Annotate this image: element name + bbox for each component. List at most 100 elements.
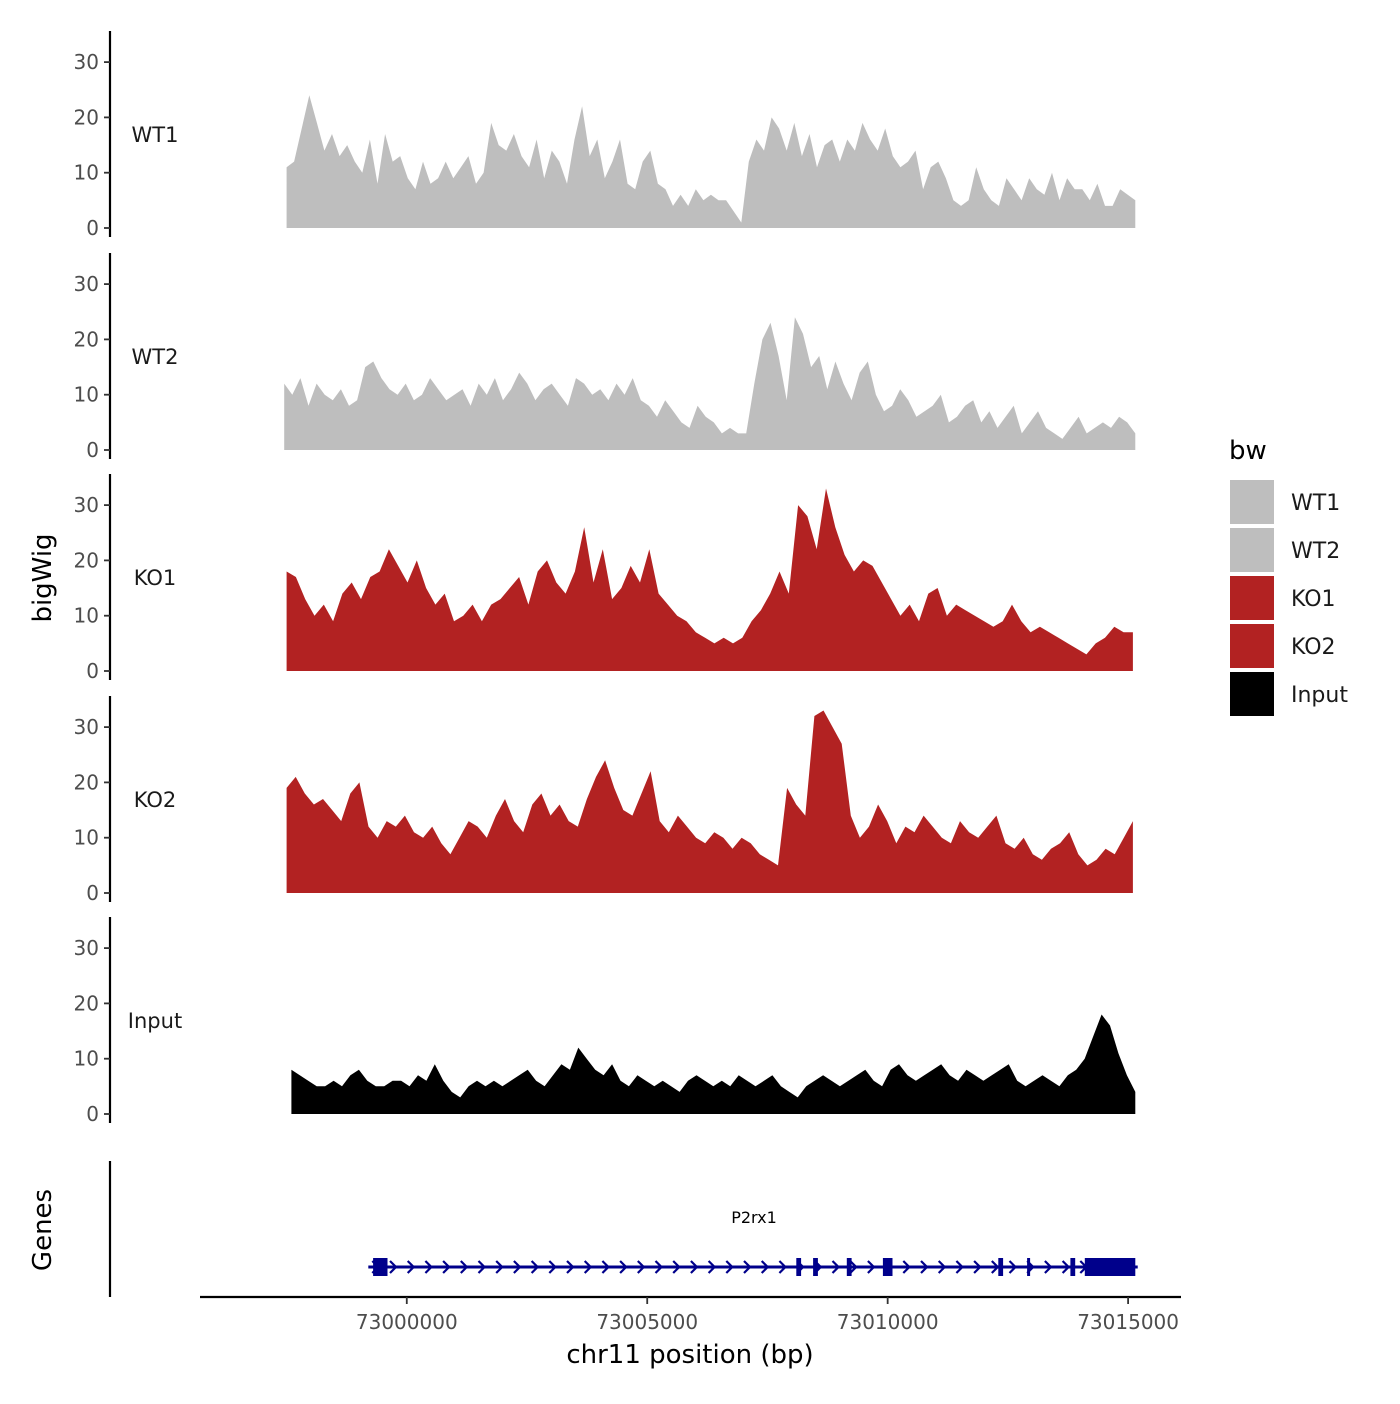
gene-track: P2rx1: [108, 1161, 1138, 1297]
legend-label: WT2: [1291, 539, 1340, 564]
y-tick-label: 0: [86, 216, 99, 240]
exon: [1027, 1258, 1031, 1276]
strand-arrow: [849, 1260, 858, 1274]
strand-arrow: [920, 1260, 929, 1274]
track-input: 0 10 20 30 Input: [74, 917, 1136, 1126]
signal-tracks: 0 10 20 30 WT1 0 10 20 30 WT2 0 10 20 30 KO1 0 10 20 30 KO2…: [74, 31, 1136, 1126]
strand-arrow: [637, 1260, 646, 1274]
legend-title: bw: [1229, 436, 1267, 466]
y-tick-label: 0: [86, 438, 99, 462]
y-tick-label: 20: [74, 327, 99, 351]
legend-item-wt1: WT1: [1230, 480, 1340, 524]
y-tick-label: 0: [86, 1102, 99, 1126]
track-label: KO1: [134, 566, 177, 590]
area-ko1: [286, 488, 1133, 671]
x-tick-label: 73010000: [837, 1310, 939, 1334]
area-wt2: [284, 317, 1136, 450]
legend-label: KO2: [1291, 635, 1336, 660]
track-label: WT2: [132, 345, 179, 369]
y-tick-label: 20: [74, 105, 99, 129]
legend-swatch: [1230, 624, 1274, 668]
y-tick-label: 10: [74, 161, 99, 185]
gene-label: P2rx1: [731, 1208, 777, 1227]
x-tick-label: 73005000: [596, 1310, 698, 1334]
legend-item-input: Input: [1230, 672, 1348, 716]
track-ko2: 0 10 20 30 KO2: [74, 696, 1133, 905]
y-axis-title: bigWig: [28, 533, 58, 622]
gene-p2rx1: P2rx1: [368, 1208, 1138, 1276]
strand-arrow: [389, 1260, 398, 1274]
strand-arrow: [583, 1260, 593, 1274]
track-wt2: 0 10 20 30 WT2: [74, 253, 1136, 462]
x-tick-label: 73000000: [356, 1310, 458, 1334]
strand-arrow: [424, 1260, 433, 1274]
strand-arrow: [442, 1260, 451, 1274]
strand-arrow: [760, 1260, 770, 1274]
track-label: Input: [128, 1009, 182, 1033]
strand-arrow: [707, 1260, 717, 1274]
strand-arrow: [601, 1260, 610, 1274]
strand-arrow: [778, 1260, 787, 1274]
y-tick-label: 20: [74, 991, 99, 1015]
x-axis: 73000000 73005000 73010000 73015000: [200, 1295, 1181, 1334]
area-wt1: [286, 95, 1136, 228]
strand-arrow: [725, 1260, 734, 1274]
track-ko1: 0 10 20 30 KO1: [74, 474, 1133, 683]
y-tick-label: 30: [74, 272, 99, 296]
y-tick-label: 10: [74, 826, 99, 850]
strand-arrow: [937, 1260, 947, 1274]
legend-swatch: [1230, 576, 1274, 620]
strand-arrow: [690, 1260, 699, 1274]
y-tick-label: 30: [74, 50, 99, 74]
exon: [813, 1258, 818, 1276]
legend-swatch: [1230, 480, 1274, 524]
legend-item-ko2: KO2: [1230, 624, 1336, 668]
track-wt1: 0 10 20 30 WT1: [74, 31, 1136, 240]
strand-arrow: [548, 1260, 557, 1274]
y-tick-label: 10: [74, 383, 99, 407]
legend-swatch: [1230, 672, 1274, 716]
strand-arrow: [495, 1260, 504, 1274]
strand-arrow: [991, 1260, 1000, 1274]
legend-item-wt2: WT2: [1230, 528, 1340, 572]
strand-arrow: [460, 1260, 469, 1274]
strand-arrow: [530, 1260, 540, 1274]
y-tick-label: 30: [74, 493, 99, 517]
legend-item-ko1: KO1: [1230, 576, 1336, 620]
strand-arrow: [902, 1260, 911, 1274]
y-tick-label: 30: [74, 715, 99, 739]
legend-swatch: [1230, 528, 1274, 572]
area-ko2: [286, 710, 1133, 893]
exon: [796, 1258, 802, 1276]
genes-track-title: Genes: [28, 1189, 58, 1271]
track-label: KO2: [134, 788, 177, 812]
exon: [846, 1258, 852, 1276]
strand-arrow: [973, 1260, 982, 1274]
strand-arrow: [867, 1260, 876, 1274]
exon: [1084, 1258, 1136, 1276]
strand-arrow: [654, 1260, 664, 1274]
y-tick-label: 20: [74, 770, 99, 794]
track-label: WT1: [132, 123, 179, 147]
strand-arrow: [1044, 1260, 1053, 1274]
strand-arrow: [672, 1260, 681, 1274]
strand-arrow: [513, 1260, 522, 1274]
strand-arrow: [1061, 1260, 1071, 1274]
y-tick-label: 30: [74, 936, 99, 960]
exon: [1070, 1258, 1076, 1276]
area-input: [291, 1014, 1136, 1114]
strand-arrow: [831, 1260, 841, 1274]
strand-arrow: [566, 1260, 575, 1274]
strand-arrow: [406, 1260, 416, 1274]
y-tick-label: 20: [74, 548, 99, 572]
strand-arrow: [619, 1260, 628, 1274]
y-tick-label: 0: [86, 659, 99, 683]
exon: [373, 1258, 388, 1276]
x-axis-title: chr11 position (bp): [566, 1340, 813, 1370]
strand-arrow: [743, 1260, 752, 1274]
strand-arrow: [477, 1260, 487, 1274]
y-tick-label: 10: [74, 1047, 99, 1071]
legend-label: KO1: [1291, 587, 1336, 612]
